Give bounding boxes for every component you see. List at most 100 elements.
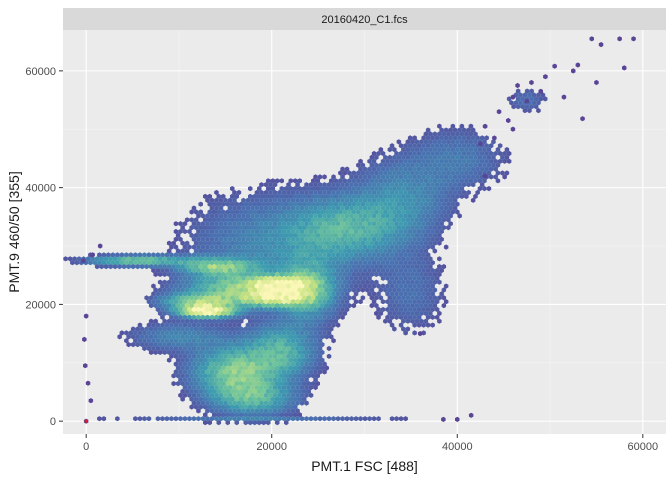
density-hex: [180, 256, 185, 262]
density-hex: [173, 267, 179, 274]
density-hex: [392, 201, 397, 207]
density-hex: [263, 314, 269, 320]
density-hex: [164, 267, 170, 274]
density-hex: [254, 189, 260, 196]
density-hex: [423, 310, 429, 316]
density-hex: [236, 377, 242, 383]
density-hex: [324, 217, 329, 223]
x-axis-title: PMT.1 FSC [488]: [311, 458, 418, 474]
density-hex: [374, 248, 379, 254]
density-hex: [257, 193, 262, 199]
density-hex: [302, 201, 307, 207]
density-hex: [428, 201, 433, 207]
density-hex: [196, 322, 201, 328]
density-hex: [306, 287, 311, 293]
density-hex: [189, 373, 194, 379]
density-hex: [396, 193, 402, 199]
density-hex: [414, 248, 420, 254]
density-hex: [241, 369, 246, 375]
density-hex: [383, 186, 388, 192]
density-hex: [320, 342, 325, 348]
density-hex: [207, 201, 212, 207]
density-hex: [394, 299, 399, 305]
density-hex: [356, 209, 361, 215]
density-hex: [311, 373, 316, 379]
density-hex: [221, 240, 226, 246]
density-hex: [286, 244, 291, 250]
density-hex: [430, 228, 435, 235]
density-hex: [342, 201, 348, 207]
density-hex: [311, 349, 316, 355]
density-hex: [216, 396, 221, 402]
density-hex: [448, 197, 453, 203]
density-hex: [214, 236, 219, 242]
density-hex: [302, 217, 307, 223]
density-hex: [135, 334, 140, 340]
density-hex: [284, 256, 289, 262]
density-hex: [459, 170, 465, 176]
density-hex: [257, 342, 262, 348]
density-hex: [351, 186, 357, 192]
density-hex: [216, 256, 221, 262]
density-hex: [182, 392, 188, 398]
density-hex: [338, 201, 343, 207]
density-hex: [214, 314, 219, 320]
density-hex: [130, 264, 136, 270]
density-hex: [320, 232, 325, 238]
density-hex: [216, 420, 221, 426]
density-hex: [376, 228, 381, 235]
density-hex: [466, 143, 471, 149]
density-hex: [434, 150, 440, 157]
density-hex: [405, 240, 411, 246]
density-hex: [254, 392, 260, 398]
density-hex: [401, 279, 406, 285]
density-hex: [286, 400, 291, 406]
density-hex: [439, 236, 444, 242]
density-hex: [387, 232, 393, 238]
density-hex: [189, 381, 194, 387]
density-hex: [252, 279, 257, 285]
density-hex: [419, 201, 424, 207]
density-hex: [266, 271, 271, 277]
density-hex: [333, 232, 339, 238]
density-hex: [173, 338, 179, 344]
density-hex: [299, 189, 305, 196]
density-hex: [284, 264, 289, 270]
density-hex: [293, 193, 298, 199]
density-hex: [295, 306, 300, 313]
density-hex: [266, 217, 271, 223]
density-hex: [171, 373, 176, 379]
density-hex: [360, 232, 366, 238]
density-hex: [329, 178, 334, 184]
density-hex: [209, 392, 215, 398]
density-hex: [441, 225, 447, 231]
density-hex: [313, 283, 318, 289]
density-hex: [452, 127, 458, 133]
density-hex: [261, 373, 266, 379]
density-hex: [209, 205, 215, 211]
density-hex: [83, 363, 88, 369]
density-hex: [452, 158, 458, 164]
density-hex: [466, 189, 471, 196]
density-hex: [385, 236, 390, 242]
density-hex: [308, 189, 314, 196]
density-hex: [416, 314, 422, 320]
density-hex: [315, 303, 320, 309]
density-hex: [421, 174, 426, 180]
density-hex: [243, 396, 248, 402]
density-hex: [173, 221, 179, 227]
density-hex: [275, 225, 280, 231]
density-hex: [304, 392, 309, 398]
density-hex: [437, 264, 442, 270]
density-hex: [286, 330, 291, 336]
density-hex: [322, 299, 327, 305]
density-hex: [275, 232, 280, 238]
density-hex: [434, 135, 440, 141]
density-hex: [437, 240, 442, 246]
density-hex: [230, 279, 235, 285]
density-hex: [221, 412, 226, 418]
density-hex: [184, 248, 190, 254]
density-hex: [218, 392, 224, 398]
density-hex: [234, 303, 239, 309]
density-hex: [311, 225, 316, 231]
